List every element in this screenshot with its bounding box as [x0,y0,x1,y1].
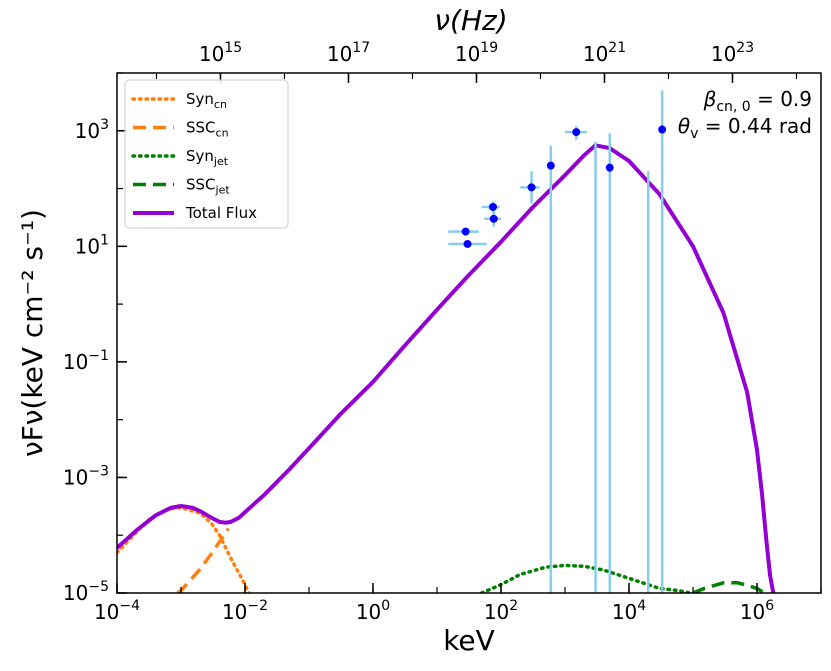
legend: Syncn SSCcn Synjet SSCjet Total Flux [124,79,289,229]
top-tick-label: 1017 [327,40,370,66]
legend-label: SSCjet [186,176,230,197]
data-point [658,125,667,134]
y-tick-label: 10−1 [63,348,109,374]
top-tick-label: 1015 [199,40,242,66]
series-line-syn-cn [117,505,251,593]
y-axis-label: νFν(keV cm⁻² s⁻¹) [16,209,49,457]
data-point [461,227,470,236]
x-axis-label: keV [443,624,495,657]
x-tick-label: 106 [740,598,774,624]
legend-label: Synjet [186,147,229,168]
legend-label: Total Flux [185,204,257,222]
y-tick-label: 101 [75,232,109,258]
annotations: βcn, 0 = 0.9θv = 0.44 rad [678,87,812,142]
data-point [527,183,536,192]
x-tick-label: 10−2 [222,598,268,624]
annotation-text: βcn, 0 = 0.9 [703,87,812,115]
x-tick-label: 10−4 [94,598,140,624]
legend-frame [124,79,289,229]
annotation-text: θv = 0.44 rad [678,114,812,142]
x-tick-label: 104 [612,598,646,624]
series-line-total-flux [117,143,776,593]
series-line-syn-jet [479,563,692,593]
data-point [489,202,498,211]
ticks: 10−4 10−2 100 102 104 106 10−5 10−3 10−1 101 103 10… [63,40,822,624]
top-tick-label: 1019 [455,40,498,66]
data-point [489,214,498,223]
y-tick-label: 10−3 [63,463,109,489]
y-tick-label: 103 [75,117,109,143]
data-point [605,163,614,172]
x-tick-label: 100 [356,598,390,624]
axes-frame [116,72,822,594]
y-tick-label: 10−5 [63,579,109,605]
data-point [546,161,555,170]
legend-label: SSCcn [186,119,229,140]
top-tick-label: 1021 [583,40,626,66]
legend-label: Syncn [186,90,227,111]
top-tick-label: 1023 [711,40,754,66]
data-point [463,239,472,248]
top-axis-label: ν(Hz) [434,4,507,37]
x-tick-label: 102 [484,598,518,624]
data-point [572,128,581,137]
